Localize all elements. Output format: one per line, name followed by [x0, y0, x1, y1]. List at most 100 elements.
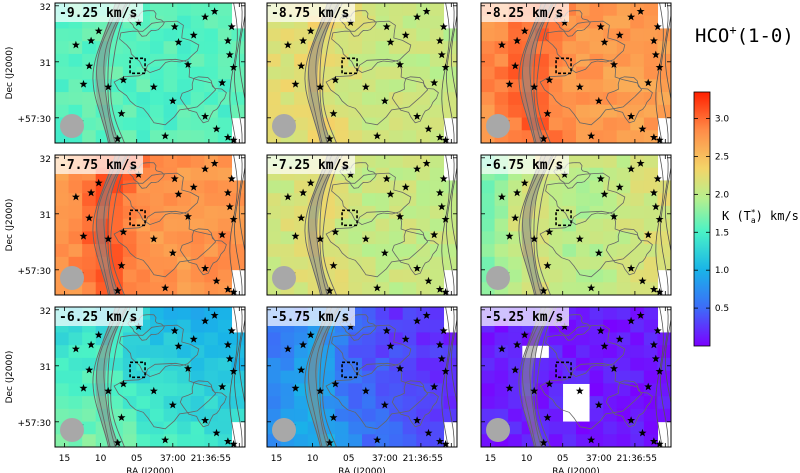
star-marker — [149, 386, 158, 395]
heatmap-cell — [163, 383, 178, 397]
star-marker — [386, 38, 395, 46]
heatmap-cell — [55, 244, 70, 258]
heatmap-cell — [603, 396, 618, 410]
heatmap-cell — [548, 104, 564, 119]
heatmap-cell — [630, 218, 645, 232]
heatmap-cell — [136, 396, 151, 410]
heatmap-cell — [280, 92, 295, 106]
velocity-label: -7.25 km/s — [271, 158, 349, 173]
heatmap-cell — [535, 218, 550, 232]
heatmap-cell — [204, 167, 219, 182]
star-marker — [505, 80, 514, 88]
y-axis-label: Dec (J2000) — [5, 199, 15, 252]
star-marker — [430, 78, 439, 87]
star-marker — [413, 316, 422, 325]
star-marker — [299, 36, 308, 45]
heatmap-cell — [630, 319, 645, 334]
heatmap-cell — [548, 282, 564, 295]
heatmap-cell — [589, 130, 604, 143]
heatmap-cell — [630, 180, 645, 194]
x-axis-label: RA (J2000) — [126, 467, 174, 473]
heatmap-cell — [217, 155, 233, 169]
heatmap-cell — [163, 130, 178, 143]
ridge-emission — [95, 3, 127, 143]
star-marker — [283, 344, 292, 353]
star-marker — [435, 437, 444, 445]
heatmap-cell — [416, 205, 431, 220]
heatmap-cell — [562, 130, 577, 143]
heatmap-cell — [402, 79, 417, 93]
star-marker — [636, 159, 645, 167]
heatmap-cell — [657, 244, 671, 258]
heatmap-cell — [589, 307, 604, 321]
x-tick-label: 10 — [521, 454, 533, 464]
star-marker — [94, 26, 103, 35]
heatmap-cell — [267, 383, 282, 397]
heatmap-cell — [389, 434, 404, 447]
heatmap-cell — [416, 15, 431, 30]
heatmap-cell — [481, 218, 496, 232]
heatmap-cell — [375, 434, 390, 447]
contour-line — [322, 155, 343, 295]
channel-panel: -9.25 km/s 32 31 +57:30 Dec (J2000) — [5, 2, 246, 144]
heatmap-cell — [204, 332, 219, 346]
star-marker — [382, 174, 391, 183]
heatmap-cell — [375, 3, 390, 17]
heatmap-cell — [429, 370, 445, 384]
heatmap-cell — [150, 244, 165, 258]
heatmap-cell — [150, 28, 165, 42]
heatmap-cell — [389, 218, 404, 232]
heatmap-cell — [630, 41, 645, 55]
heatmap-cell — [362, 155, 377, 169]
heatmap-cell — [163, 231, 178, 245]
heatmap-cell — [122, 231, 138, 245]
heatmap-cell — [443, 256, 457, 271]
star-marker — [615, 183, 624, 191]
heatmap-cell — [348, 357, 363, 372]
heatmap-cell — [190, 383, 205, 397]
heatmap-cell — [348, 345, 363, 359]
heatmap-cell — [321, 396, 336, 410]
heatmap-cell — [204, 28, 219, 42]
heatmap-cell — [280, 370, 295, 384]
heatmap-cell — [389, 15, 404, 30]
star-marker — [649, 340, 658, 349]
heatmap-cell — [508, 41, 523, 55]
contour-line — [103, 155, 127, 295]
star-marker — [161, 131, 170, 140]
heatmap-cell — [589, 117, 604, 131]
heatmap-cell — [389, 282, 404, 295]
heatmap-cell — [562, 244, 577, 258]
heatmap-cell — [267, 28, 282, 42]
heatmap-cell — [429, 256, 445, 271]
star-marker — [644, 78, 653, 87]
heatmap-cell — [109, 370, 124, 384]
heatmap-cell — [657, 332, 671, 346]
star-marker — [87, 340, 96, 349]
heatmap-cell — [375, 41, 390, 55]
heatmap-cell — [177, 434, 192, 447]
heatmap-cell — [136, 383, 151, 397]
heatmap-cell — [321, 92, 336, 106]
star-marker — [170, 22, 179, 31]
heatmap-cell — [402, 180, 417, 194]
heatmap-cell — [576, 3, 591, 17]
star-marker — [223, 285, 232, 293]
heatmap-cell — [204, 104, 219, 119]
star-marker — [361, 82, 370, 91]
star-marker — [380, 400, 389, 409]
star-marker — [174, 190, 183, 198]
contour-line — [533, 307, 555, 447]
heatmap-cell — [122, 117, 138, 131]
star-marker — [430, 230, 439, 239]
heatmap-cell — [348, 28, 363, 42]
heatmap-cell — [616, 396, 631, 410]
heatmap-cell — [177, 180, 192, 194]
heatmap-cell — [548, 180, 564, 194]
heatmap-cell — [603, 319, 618, 334]
heatmap-cell — [562, 92, 577, 106]
heatmap-cell — [190, 357, 205, 372]
heatmap-cell — [348, 269, 363, 283]
heatmap-cell — [82, 218, 97, 232]
heatmap-cell — [82, 282, 97, 295]
